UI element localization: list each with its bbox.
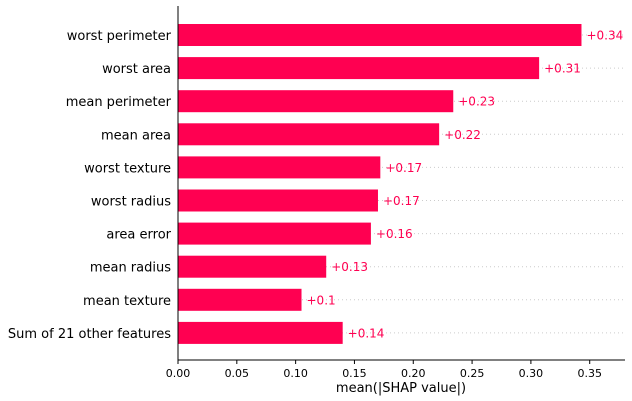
value-label: +0.14 <box>348 326 385 340</box>
bar <box>178 189 378 212</box>
x-tick-label: 0.15 <box>342 367 367 380</box>
x-tick-label: 0.20 <box>401 367 426 380</box>
category-labels: worst perimeter worst area mean perimeter m… <box>8 29 172 342</box>
bar <box>178 288 302 311</box>
value-label: +0.1 <box>307 293 336 307</box>
x-tick-label: 0.10 <box>283 367 308 380</box>
value-label: +0.31 <box>544 62 581 76</box>
category-label: Sum of 21 other features <box>8 327 171 342</box>
x-tick-label: 0.05 <box>225 367 250 380</box>
value-label: +0.17 <box>385 161 422 175</box>
value-label: +0.13 <box>331 260 368 274</box>
value-label: +0.22 <box>444 128 481 142</box>
bar <box>178 156 381 179</box>
bar <box>178 90 454 113</box>
x-tick-label: 0.00 <box>166 367 191 380</box>
value-label: +0.23 <box>458 95 495 109</box>
bar <box>178 123 440 146</box>
bar <box>178 222 371 245</box>
bars <box>178 24 582 344</box>
value-label: +0.34 <box>586 29 623 43</box>
value-label: +0.16 <box>376 227 413 241</box>
category-label: worst area <box>102 62 171 77</box>
category-label: mean area <box>101 128 171 143</box>
bar <box>178 255 327 278</box>
bar <box>178 24 582 46</box>
x-tick-label: 0.25 <box>460 367 485 380</box>
bar <box>178 321 343 344</box>
category-label: worst texture <box>84 161 171 176</box>
bar <box>178 57 540 80</box>
grid-lines <box>178 34 625 334</box>
value-labels: +0.34 +0.31 +0.23 +0.22 +0.17 +0.17 +0.16 +0.13… <box>307 29 624 341</box>
category-label: mean texture <box>83 294 171 309</box>
axes: 0.00 0.05 0.10 0.15 0.20 0.25 0.30 0.35 <box>166 6 625 380</box>
x-tick-label: 0.35 <box>577 367 602 380</box>
category-label: mean perimeter <box>66 95 172 110</box>
x-axis-title: mean(|SHAP value|) <box>336 381 466 396</box>
category-label: mean radius <box>90 261 171 276</box>
category-label: worst perimeter <box>67 29 172 44</box>
category-label: worst radius <box>91 195 171 210</box>
value-label: +0.17 <box>383 194 420 208</box>
x-tick-label: 0.30 <box>519 367 544 380</box>
category-label: area error <box>106 228 171 243</box>
